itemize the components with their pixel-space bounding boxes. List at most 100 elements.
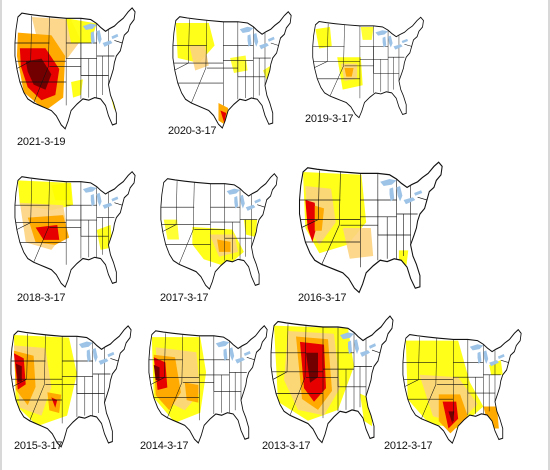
map-date-label: 2018-3-17 bbox=[17, 292, 66, 304]
map-date-label: 2013-3-17 bbox=[262, 440, 311, 452]
great-lake bbox=[78, 341, 93, 348]
drought-map-2021-3-19 bbox=[12, 4, 140, 134]
great-lake bbox=[414, 190, 423, 196]
great-lake bbox=[235, 357, 245, 364]
left-edge-line bbox=[0, 0, 2, 470]
map-date-label: 2014-3-17 bbox=[140, 440, 189, 452]
great-lake bbox=[226, 188, 241, 195]
great-lake bbox=[82, 186, 97, 193]
us-outline bbox=[270, 315, 394, 444]
state-boundary bbox=[149, 377, 165, 386]
state-boundary bbox=[44, 334, 46, 385]
state-boundary bbox=[271, 371, 288, 381]
state-boundary bbox=[329, 65, 344, 97]
map-date-label: 2020-3-17 bbox=[168, 125, 217, 137]
great-lake bbox=[90, 194, 95, 207]
state-boundary bbox=[167, 382, 183, 418]
us-map-2015-3-17 bbox=[10, 325, 132, 448]
drought-map-2017-3-17 bbox=[158, 170, 282, 294]
state-boundary bbox=[48, 16, 50, 67]
great-lake bbox=[348, 340, 352, 355]
drought-map-2019-3-17 bbox=[310, 14, 428, 122]
great-lake bbox=[111, 33, 119, 40]
map-date-label: 2015-3-17 bbox=[14, 440, 63, 452]
great-lake bbox=[86, 349, 91, 363]
state-boundary bbox=[173, 62, 189, 71]
state-boundary bbox=[313, 61, 328, 69]
us-map-2019-3-17 bbox=[312, 16, 424, 119]
state-boundary bbox=[304, 325, 307, 378]
us-outline bbox=[172, 11, 292, 129]
map-date-label: 2019-3-17 bbox=[305, 113, 354, 125]
state-boundary bbox=[15, 60, 31, 70]
us-map-2013-3-17 bbox=[270, 315, 394, 444]
us-map-2017-3-17 bbox=[160, 172, 278, 290]
great-lake bbox=[234, 196, 239, 209]
great-lake bbox=[239, 26, 254, 33]
great-lake bbox=[497, 354, 505, 359]
state-boundary bbox=[417, 196, 428, 201]
state-boundary bbox=[114, 202, 123, 206]
great-lake bbox=[243, 350, 251, 357]
state-boundary bbox=[500, 359, 509, 363]
state-boundary bbox=[48, 180, 50, 228]
us-map-2020-3-17 bbox=[172, 11, 292, 129]
us-map-2014-3-17 bbox=[148, 325, 268, 444]
great-lake bbox=[403, 197, 416, 205]
great-lake bbox=[215, 340, 230, 348]
drought-region-extreme bbox=[35, 225, 60, 240]
state-boundary bbox=[371, 349, 381, 354]
us-outline bbox=[298, 161, 443, 294]
us-outline bbox=[14, 170, 136, 288]
great-lake bbox=[254, 198, 262, 204]
state-boundary bbox=[193, 182, 195, 230]
map-date-label: 2012-3-17 bbox=[384, 440, 433, 452]
us-map-2021-3-19 bbox=[14, 7, 136, 130]
us-map-2012-3-17 bbox=[402, 328, 522, 444]
great-lake bbox=[98, 358, 109, 365]
drought-region-severe bbox=[184, 382, 199, 403]
great-lake bbox=[229, 347, 235, 362]
us-outline bbox=[402, 328, 522, 444]
state-boundary bbox=[300, 219, 319, 229]
state-boundary bbox=[191, 67, 207, 104]
great-lake bbox=[253, 33, 259, 47]
map-date-label: 2021-3-19 bbox=[17, 136, 66, 148]
state-boundary bbox=[338, 171, 341, 226]
drought-map-2013-3-17 bbox=[268, 312, 398, 448]
state-boundary bbox=[175, 181, 178, 225]
state-boundary bbox=[317, 170, 320, 220]
drought-region-severe bbox=[217, 239, 231, 252]
great-lake bbox=[96, 192, 102, 207]
state-boundary bbox=[181, 334, 184, 383]
drought-region-abnormally-dry bbox=[71, 79, 83, 98]
drought-region-severe bbox=[344, 68, 354, 77]
drought-map-2012-3-17 bbox=[400, 326, 526, 448]
drought-region-exceptional bbox=[306, 352, 318, 383]
state-boundary bbox=[110, 358, 119, 362]
drought-region-moderate bbox=[189, 45, 209, 71]
state-boundary bbox=[33, 66, 49, 103]
state-boundary bbox=[403, 379, 419, 388]
great-lake bbox=[380, 179, 397, 186]
great-lake bbox=[92, 348, 98, 363]
great-lake bbox=[469, 344, 484, 351]
map-date-label: 2016-3-17 bbox=[298, 292, 347, 304]
state-boundary bbox=[257, 204, 265, 208]
great-lake bbox=[111, 196, 119, 202]
great-lake bbox=[240, 194, 245, 209]
drought-region-extreme bbox=[305, 200, 318, 242]
drought-region-severe bbox=[314, 205, 325, 231]
great-lake bbox=[360, 350, 370, 357]
us-map-2018-3-17 bbox=[14, 170, 136, 288]
state-boundary bbox=[29, 384, 45, 421]
state-boundary bbox=[321, 225, 340, 265]
state-boundary bbox=[178, 229, 194, 265]
us-outline bbox=[312, 16, 424, 119]
drought-region-severe bbox=[483, 406, 499, 429]
great-lake bbox=[382, 36, 387, 48]
map-date-label: 2017-3-17 bbox=[160, 292, 209, 304]
state-boundary bbox=[418, 336, 420, 380]
drought-region-extreme bbox=[220, 110, 227, 123]
